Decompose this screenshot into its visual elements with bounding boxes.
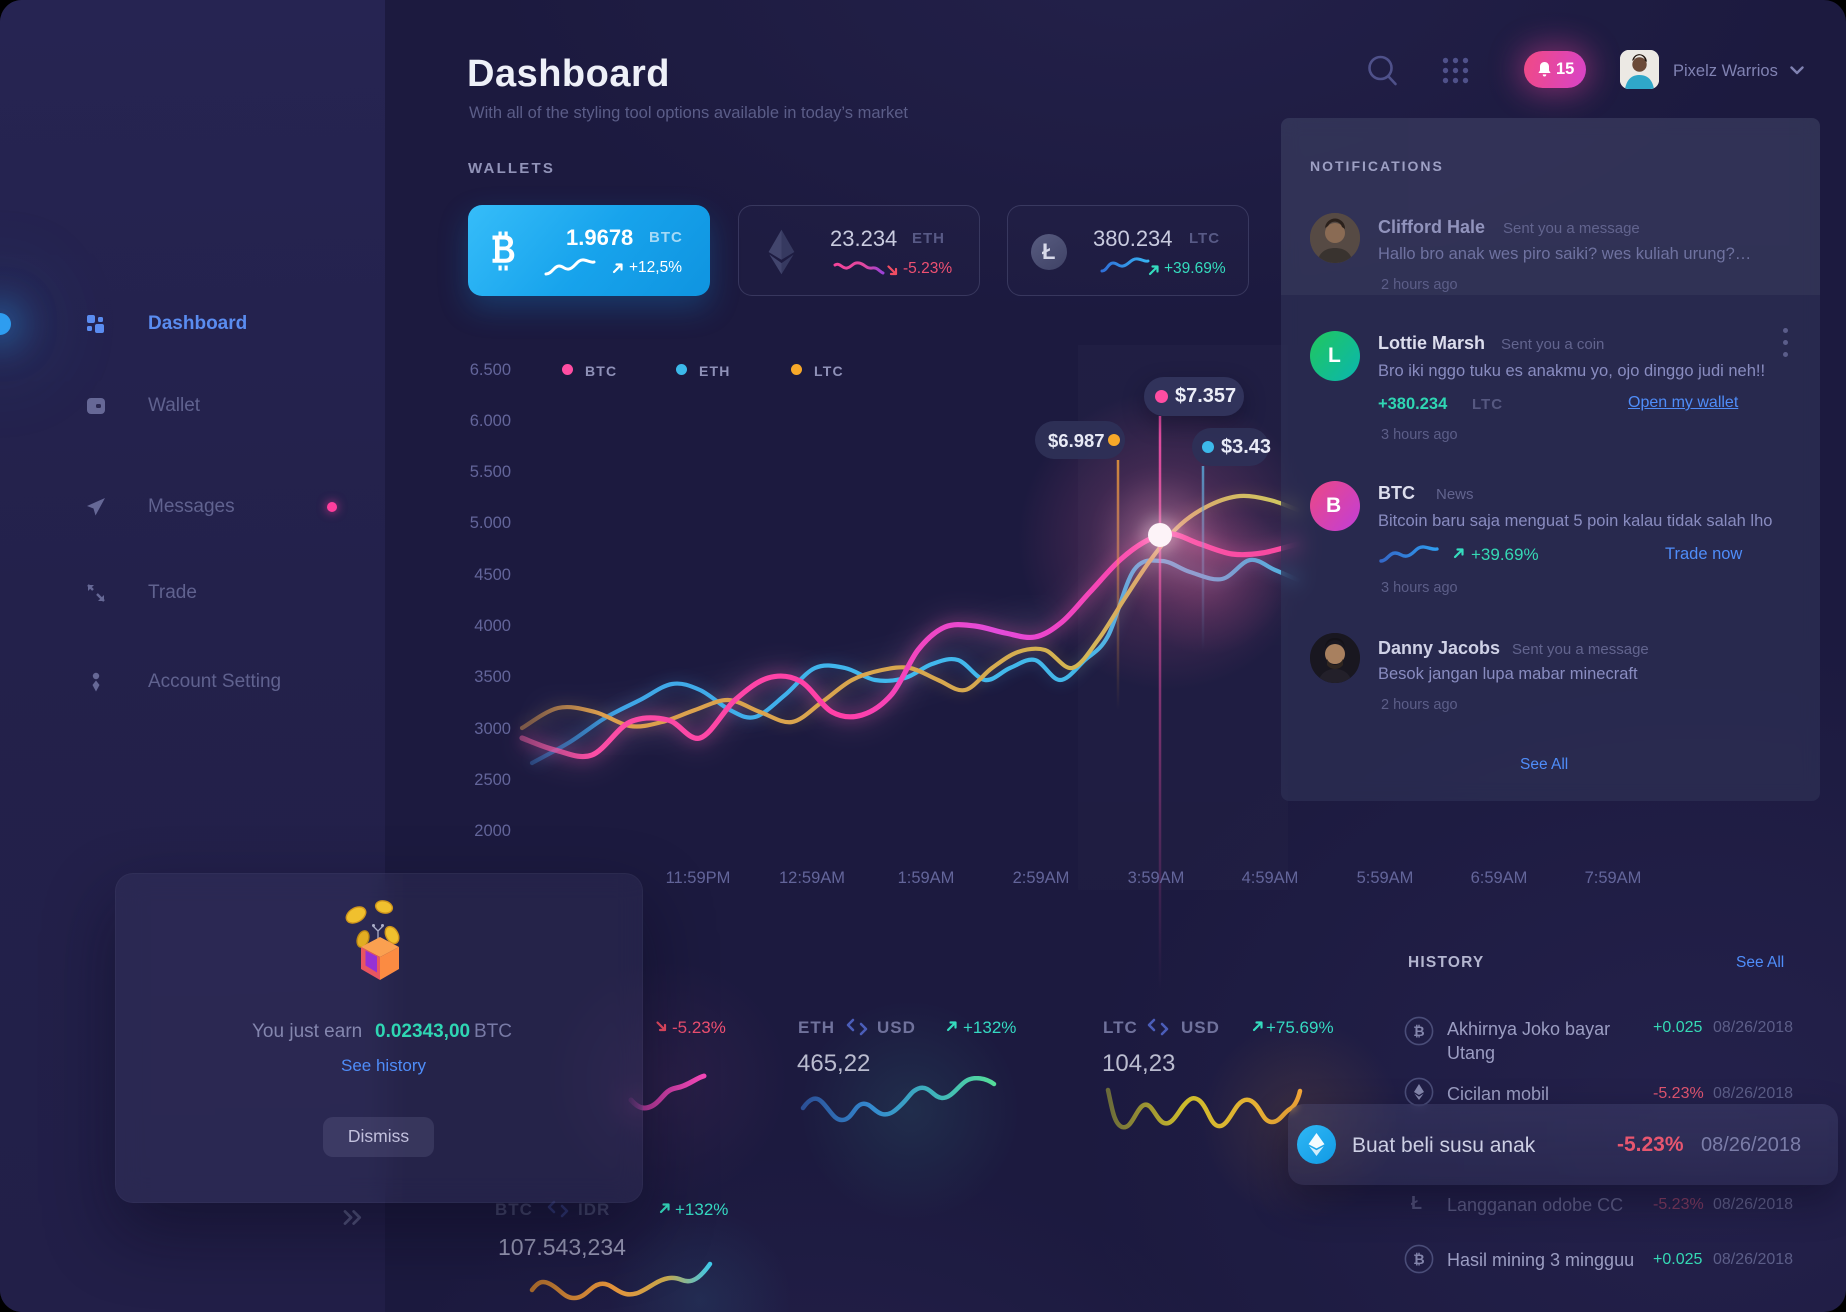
svg-text:₿: ₿	[1413, 1023, 1424, 1039]
svg-text:₿: ₿	[1413, 1251, 1424, 1267]
